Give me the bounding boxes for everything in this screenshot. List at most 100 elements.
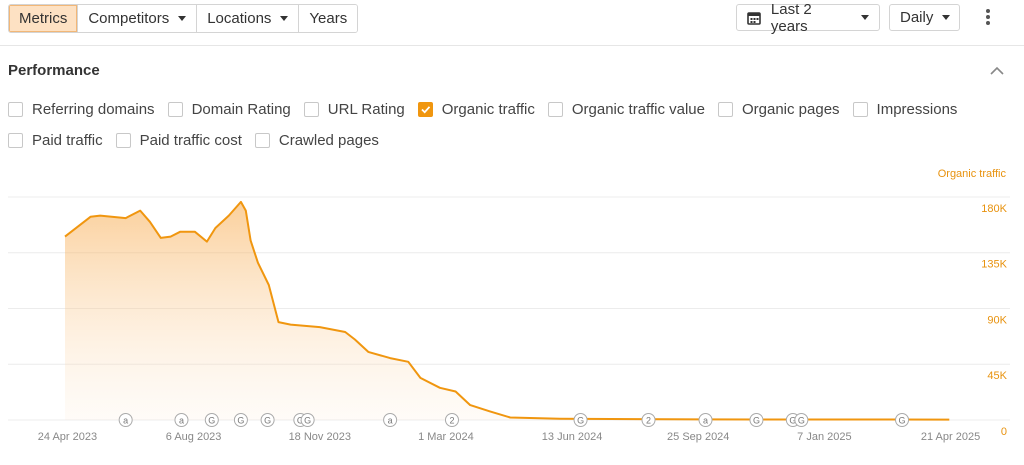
checkbox-label: Organic pages	[741, 101, 840, 118]
tab-label: Locations	[207, 10, 272, 27]
checkbox[interactable]	[303, 102, 319, 117]
annotation-label: a	[703, 416, 708, 426]
annotation-label: 2	[449, 416, 454, 426]
checkbox[interactable]	[8, 133, 23, 148]
checkbox-label: Impressions	[876, 101, 958, 118]
annotation-label: a	[179, 416, 184, 426]
tab[interactable]: Competitors	[77, 5, 197, 32]
option-row: Paid traffic Paid traffic cost Crawled pag…	[8, 132, 379, 149]
tab-label: Competitors	[88, 10, 170, 27]
annotation-label: G	[264, 416, 271, 426]
annotation-marker	[300, 413, 315, 427]
checkbox[interactable]	[717, 102, 733, 117]
checkbox[interactable]	[167, 102, 183, 117]
date-range-text: Last 2 years	[770, 0, 812, 35]
annotation-label: G	[899, 416, 906, 426]
x-tick-label: 25 Sep 2024	[667, 431, 729, 443]
annotation-label: G	[297, 416, 304, 426]
annotation-marker	[204, 413, 219, 427]
checkbox-label: Paid traffic cost	[139, 132, 242, 149]
tab-label: Years	[309, 10, 348, 27]
checkbox[interactable]	[547, 102, 563, 117]
annotation-marker	[641, 413, 656, 427]
checkbox[interactable]	[417, 102, 433, 117]
granularity-text: Daily	[900, 9, 934, 26]
tab-group: Metrics Competitors Locations Years	[8, 4, 359, 33]
annotation-marker	[749, 413, 764, 427]
area	[65, 201, 950, 420]
line	[64, 200, 950, 421]
annotation-marker	[233, 413, 248, 427]
y-tick-label: 45K	[987, 370, 1007, 382]
y-tick-label: 180K	[981, 203, 1007, 215]
x-tick-label: 6 Aug 2023	[166, 431, 222, 443]
more-menu[interactable]	[984, 9, 992, 27]
annotation-label: 2	[646, 416, 651, 426]
checkbox-option[interactable]: Organic traffic	[417, 101, 535, 118]
caret	[942, 15, 951, 20]
x-tick-label: 1 Mar 2024	[418, 431, 474, 443]
toolbar: Metrics Competitors Locations Years Last 2 …	[0, 0, 1024, 46]
annotation-marker	[383, 413, 398, 427]
checkbox-label: Paid traffic	[32, 132, 103, 149]
checkbox-option[interactable]: Organic traffic value	[547, 101, 705, 118]
checkbox-label: Organic traffic value	[571, 101, 705, 118]
checkbox-option[interactable]: Crawled pages	[254, 132, 379, 149]
y-tick-label: 0	[1001, 426, 1007, 438]
x-tick-label: 13 Jun 2024	[542, 431, 603, 443]
x-tick-label: 21 Apr 2025	[921, 431, 980, 443]
annotation-label: G	[237, 416, 244, 426]
checkbox[interactable]	[8, 102, 23, 117]
annotation-label: G	[577, 416, 584, 426]
tab-label: Metrics	[19, 10, 68, 27]
annotation-marker	[573, 413, 588, 427]
annotation-label: G	[304, 416, 311, 426]
tab[interactable]: Years	[298, 5, 358, 32]
tab[interactable]: Metrics	[9, 5, 78, 32]
y-tick-label: 135K	[981, 259, 1007, 271]
checkbox-option[interactable]: URL Rating	[303, 101, 405, 118]
caret	[280, 16, 289, 21]
annotation-label: a	[388, 416, 393, 426]
option-row: Referring domains Domain Rating URL Rating…	[8, 101, 957, 118]
annotation-label: G	[789, 416, 796, 426]
x-tick-label: 7 Jan 2025	[797, 431, 851, 443]
annotation-marker	[260, 413, 275, 427]
check-mark	[421, 106, 430, 114]
checkbox-label: Crawled pages	[278, 132, 379, 149]
tab[interactable]: Locations	[196, 5, 299, 32]
checkbox-option[interactable]: Referring domains	[8, 101, 155, 118]
annotation-marker	[698, 413, 713, 427]
annotation-marker	[444, 413, 459, 427]
axis-label: Organic traffic	[938, 168, 1007, 180]
annotation-label: G	[798, 416, 805, 426]
checkbox[interactable]	[115, 133, 131, 148]
checkbox-option[interactable]: Impressions	[852, 101, 958, 118]
x-tick-label: 24 Apr 2023	[38, 431, 97, 443]
checkbox[interactable]	[254, 133, 270, 148]
checkbox-label: Referring domains	[32, 101, 155, 118]
section-title: Performance	[8, 62, 100, 79]
granularity-button[interactable]: Daily	[889, 4, 960, 31]
checkbox[interactable]	[852, 102, 868, 117]
date-range-button[interactable]: Last 2 years	[736, 1, 880, 35]
checkbox-label: Domain Rating	[191, 101, 291, 118]
checkbox-label: Organic traffic	[441, 101, 535, 118]
caret	[861, 15, 869, 20]
checkbox-option[interactable]: Domain Rating	[167, 101, 291, 118]
y-tick-label: 90K	[987, 314, 1007, 326]
checkbox-option[interactable]: Paid traffic cost	[115, 132, 242, 149]
annotation-label: G	[208, 416, 215, 426]
x-tick-label: 18 Nov 2023	[289, 431, 351, 443]
checkbox-label: URL Rating	[327, 101, 405, 118]
checkbox-option[interactable]: Organic pages	[717, 101, 840, 118]
annotation-marker	[118, 413, 133, 427]
checkbox-option[interactable]: Paid traffic	[8, 132, 103, 149]
caret	[178, 16, 187, 21]
annotation-marker	[174, 413, 189, 427]
chart: Organic traffic 0 45K 90K 135K 180K 24 Apr 20…	[8, 168, 1010, 443]
collapse-button[interactable]	[990, 66, 1004, 76]
annotation-label: G	[753, 416, 760, 426]
annotation-label: a	[123, 416, 128, 426]
